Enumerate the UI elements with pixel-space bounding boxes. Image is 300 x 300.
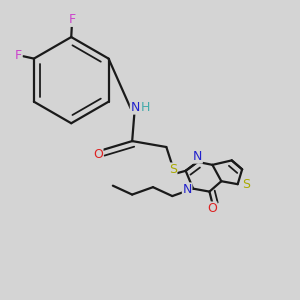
Text: H: H	[140, 101, 150, 114]
Text: F: F	[68, 13, 75, 26]
Text: O: O	[207, 202, 217, 215]
Text: N: N	[182, 183, 192, 196]
Text: N: N	[193, 150, 202, 163]
Text: F: F	[15, 49, 22, 62]
Text: S: S	[243, 178, 250, 191]
Text: N: N	[130, 101, 140, 114]
Text: O: O	[93, 148, 103, 161]
Text: S: S	[169, 163, 177, 176]
